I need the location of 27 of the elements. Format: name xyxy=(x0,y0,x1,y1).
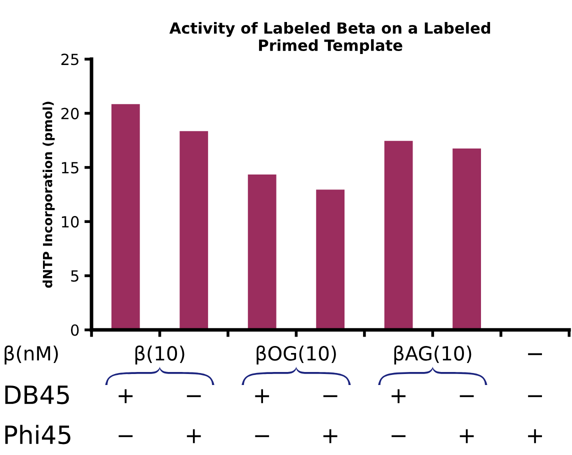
category-label: − + xyxy=(460,395,474,444)
category-label: + − xyxy=(118,389,133,438)
bar xyxy=(111,104,140,330)
bar xyxy=(452,148,481,330)
text: Phi45 xyxy=(5,424,70,444)
text: βAG(10) xyxy=(394,346,472,364)
category-label: − − + xyxy=(528,353,542,444)
bar xyxy=(180,131,208,330)
y-tick-label: 10 xyxy=(62,216,79,228)
text: βOG(10) xyxy=(256,346,336,364)
y-tick-label: 0 xyxy=(71,324,79,336)
y-axis-title: dNTP Incorporation (pmol) xyxy=(42,102,55,288)
category-label: + − xyxy=(392,389,406,438)
bar xyxy=(248,174,276,330)
category-label: − + xyxy=(323,395,338,444)
y-tick-label: 5 xyxy=(71,270,78,282)
chart-title: Activity of Labeled Beta on a Labeled Primed Template xyxy=(169,22,490,54)
text: β(10) xyxy=(135,346,184,364)
category-label: − + xyxy=(186,395,201,444)
category-label: + − xyxy=(255,389,270,438)
text: DB45 xyxy=(5,386,69,404)
text: β(nM) xyxy=(4,346,58,364)
y-tick-label: 25 xyxy=(61,54,78,66)
y-tick-label: 20 xyxy=(61,108,79,120)
bar xyxy=(316,190,345,330)
bar xyxy=(384,140,413,330)
y-tick-label: 15 xyxy=(62,162,78,174)
